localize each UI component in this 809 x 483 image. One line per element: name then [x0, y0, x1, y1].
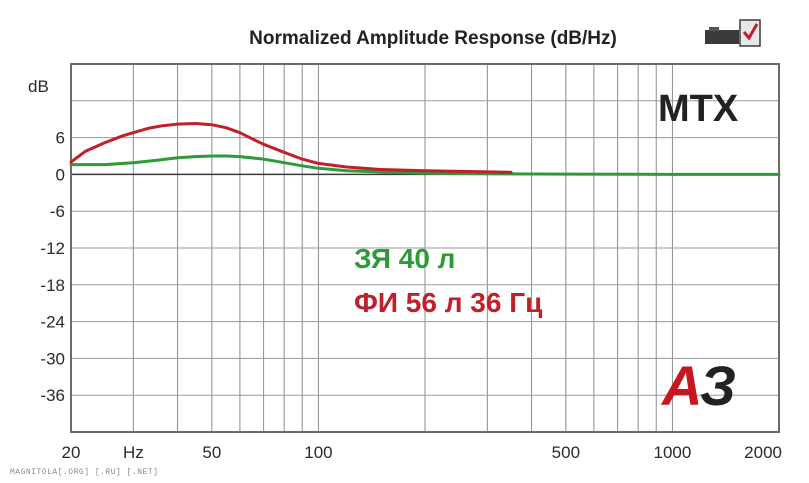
x-tick-label: 100	[304, 443, 332, 462]
x-axis-ticks: 20 Hz 50 100 500 1000 2000	[62, 443, 782, 462]
x-tick-label: Hz	[123, 443, 144, 462]
series-line-sealed-box	[69, 154, 781, 176]
x-tick-label: 50	[202, 443, 221, 462]
x-tick-label: 20	[62, 443, 81, 462]
y-tick-label: -30	[40, 349, 65, 368]
legend-entry-sealed-box: ЗЯ 40 л	[354, 243, 455, 274]
y-tick-label: -6	[50, 202, 65, 221]
svg-text:А: А	[660, 354, 702, 417]
y-axis-label: dB	[28, 77, 49, 96]
y-tick-label: -12	[40, 239, 65, 258]
legend-entry-bass-reflex: ФИ 56 л 36 Гц	[354, 287, 542, 318]
y-tick-label: -18	[40, 276, 65, 295]
x-tick-label: 2000	[744, 443, 782, 462]
y-tick-label: -36	[40, 386, 65, 405]
chart-title: Normalized Amplitude Response (dB/Hz)	[249, 28, 617, 49]
corner-logo-icon	[705, 19, 761, 47]
series-line-bass-reflex	[69, 122, 513, 174]
y-tick-label: -24	[40, 313, 65, 332]
a3-logo-icon: А З	[660, 354, 736, 417]
y-tick-label: 0	[56, 165, 65, 184]
watermark: MAGNITOLA[.ORG] [.RU] [.NET]	[10, 468, 158, 477]
x-tick-label: 500	[552, 443, 580, 462]
series-lines	[69, 122, 781, 176]
plot-frame	[70, 63, 780, 433]
svg-text:З: З	[700, 354, 736, 417]
brand-label: MTX	[658, 88, 739, 130]
y-tick-label: 6	[56, 129, 65, 148]
y-axis-ticks: 6 0 -6 -12 -18 -24 -30 -36	[40, 129, 65, 406]
x-tick-label: 1000	[654, 443, 692, 462]
